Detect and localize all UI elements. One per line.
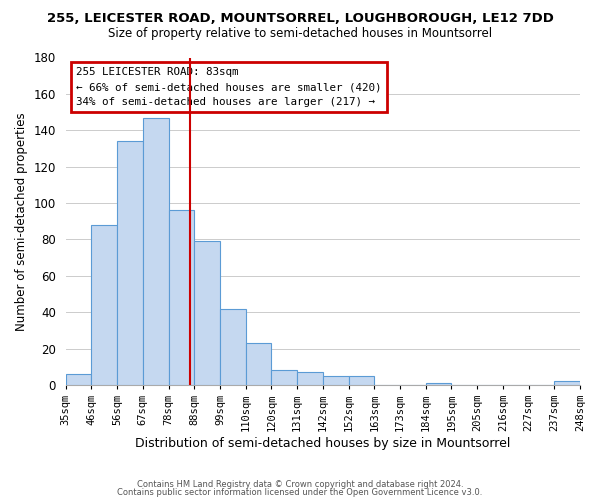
Bar [349, 376, 374, 385]
Text: 255 LEICESTER ROAD: 83sqm
← 66% of semi-detached houses are smaller (420)
34% of: 255 LEICESTER ROAD: 83sqm ← 66% of semi-… [76, 68, 382, 107]
Bar [323, 376, 349, 385]
Bar [194, 241, 220, 385]
Text: Contains public sector information licensed under the Open Government Licence v3: Contains public sector information licen… [118, 488, 482, 497]
Bar [143, 118, 169, 385]
Text: Size of property relative to semi-detached houses in Mountsorrel: Size of property relative to semi-detach… [108, 28, 492, 40]
Bar [117, 141, 143, 385]
Bar [245, 343, 271, 385]
Bar [91, 225, 117, 385]
Bar [169, 210, 194, 385]
Bar [65, 374, 91, 385]
Bar [297, 372, 323, 385]
Text: 255, LEICESTER ROAD, MOUNTSORREL, LOUGHBOROUGH, LE12 7DD: 255, LEICESTER ROAD, MOUNTSORREL, LOUGHB… [47, 12, 553, 26]
Bar [425, 383, 451, 385]
Text: Contains HM Land Registry data © Crown copyright and database right 2024.: Contains HM Land Registry data © Crown c… [137, 480, 463, 489]
X-axis label: Distribution of semi-detached houses by size in Mountsorrel: Distribution of semi-detached houses by … [135, 437, 511, 450]
Y-axis label: Number of semi-detached properties: Number of semi-detached properties [15, 112, 28, 330]
Bar [554, 382, 580, 385]
Bar [271, 370, 297, 385]
Bar [220, 308, 245, 385]
